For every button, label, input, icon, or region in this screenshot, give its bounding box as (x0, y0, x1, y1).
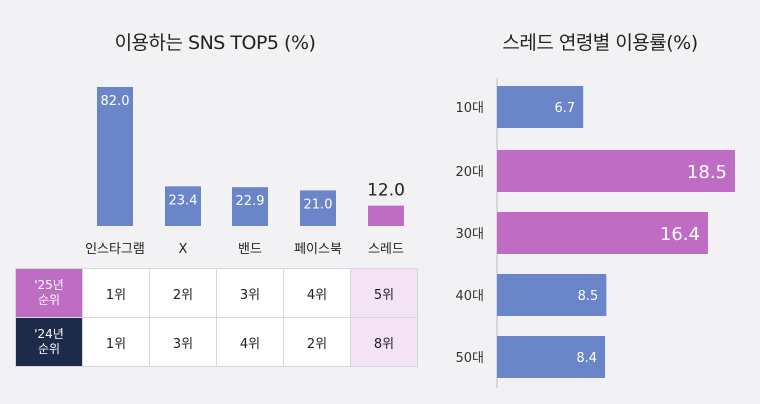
rank-row-2024: '24년 순위 1위 3위 4위 2위 8위 (15, 317, 418, 367)
bar-value-label: 16.4 (660, 224, 700, 245)
category-label: 페이스북 (294, 242, 342, 257)
bar (232, 187, 268, 226)
category-label: 20대 (455, 165, 484, 180)
bar (165, 186, 201, 226)
bar (497, 336, 606, 378)
bar-value-label: 8.4 (576, 351, 597, 366)
bar (497, 150, 735, 192)
bar (497, 86, 584, 128)
bar-value-label: 6.7 (555, 101, 576, 116)
right-chart-title: 스레드 연령별 이용률(%) (502, 32, 698, 54)
bar-value-label: 12.0 (367, 181, 405, 201)
rank-cell: 3위 (216, 268, 284, 318)
rank-row-2025: '25년 순위 1위 2위 3위 4위 5위 (15, 268, 418, 318)
rank-cell: 2위 (149, 268, 217, 318)
bar (97, 87, 133, 226)
rank-cell: 3위 (149, 317, 217, 367)
category-label: 30대 (455, 227, 484, 242)
rank-cell-highlight: 8위 (350, 317, 418, 367)
category-label: 40대 (455, 289, 484, 304)
rank-cell: 4위 (283, 268, 351, 318)
rank-cell-highlight: 5위 (350, 268, 418, 318)
bar-value-label: 18.5 (687, 162, 727, 183)
rank-cell: 1위 (82, 317, 150, 367)
left-chart-title: 이용하는 SNS TOP5 (%) (114, 32, 316, 54)
bar (300, 190, 336, 226)
bar-value-label: 21.0 (304, 197, 333, 212)
category-label: 10대 (455, 101, 484, 116)
rank-table: '25년 순위 1위 2위 3위 4위 5위 '24년 순위 1위 3위 4위 … (15, 268, 418, 367)
bar-value-label: 82.0 (101, 94, 130, 109)
rank-row-2025-label: '25년 순위 (15, 268, 83, 318)
rank-cell: 1위 (82, 268, 150, 318)
bar-value-label: 23.4 (169, 193, 198, 208)
bar (497, 212, 708, 254)
bar (497, 274, 607, 316)
category-label: X (179, 242, 188, 257)
rank-cell: 2위 (283, 317, 351, 367)
category-label: 밴드 (238, 242, 262, 257)
bar-value-label: 22.9 (236, 194, 265, 209)
bar-value-label: 8.5 (578, 289, 599, 304)
rank-cell: 4위 (216, 317, 284, 367)
bar (368, 205, 404, 226)
category-label: 스레드 (368, 242, 404, 257)
category-label: 인스타그램 (85, 242, 145, 257)
category-label: 50대 (455, 351, 484, 366)
rank-row-2024-label: '24년 순위 (15, 317, 83, 367)
